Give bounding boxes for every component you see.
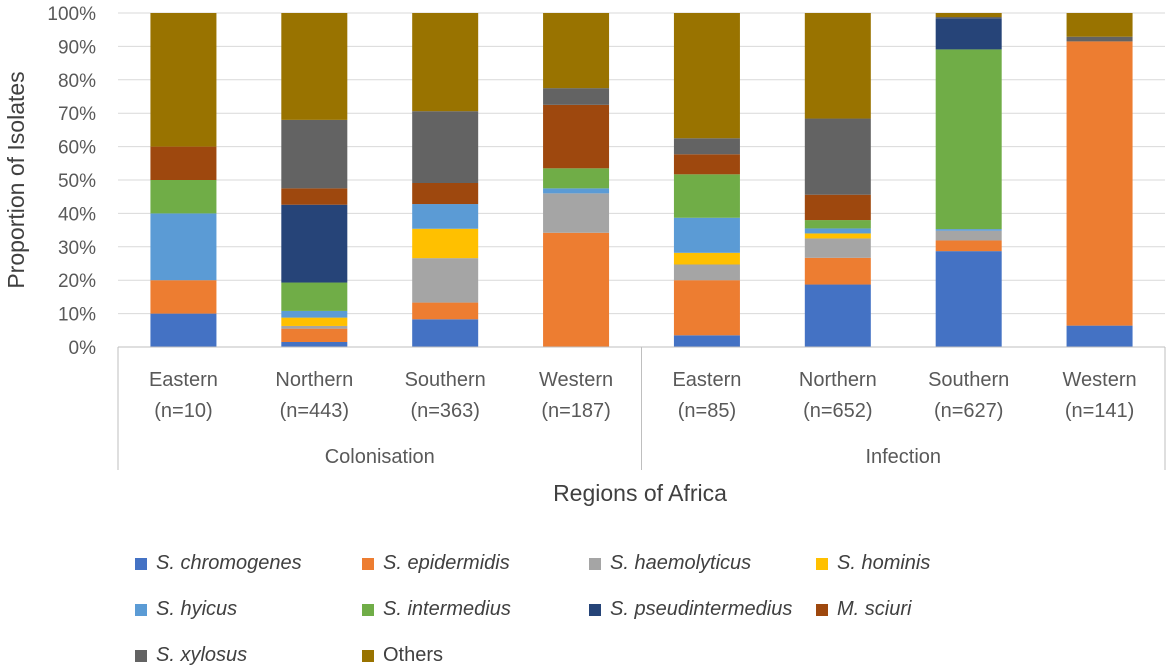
bar-segment bbox=[281, 317, 348, 326]
bar-segment bbox=[804, 238, 871, 258]
y-axis-title: Proportion of Isolates bbox=[3, 71, 29, 288]
y-tick-labels: 0% 10% 20% 30% 40% 50% 60% 70% 80% 90% 100% bbox=[47, 4, 96, 359]
bar-segment bbox=[412, 183, 479, 205]
bar-segment bbox=[150, 180, 217, 214]
bar-segment bbox=[412, 302, 479, 320]
y-tick-label: 60% bbox=[58, 138, 96, 159]
bar-segment bbox=[673, 217, 740, 253]
y-tick-label: 100% bbox=[47, 4, 96, 25]
bar-segment bbox=[804, 284, 871, 347]
bar-stacks bbox=[150, 13, 1133, 347]
category-n-label: (n=652) bbox=[803, 400, 873, 422]
bar-segment bbox=[412, 111, 479, 184]
bar-segment bbox=[1066, 41, 1133, 326]
y-gridlines bbox=[118, 12, 1165, 348]
bar-segment bbox=[543, 193, 610, 233]
y-tick-label: 50% bbox=[58, 171, 96, 192]
bar-segment bbox=[543, 13, 610, 89]
bar-segment bbox=[281, 204, 348, 283]
category-n-label: (n=627) bbox=[934, 400, 1004, 422]
category-n-label: (n=363) bbox=[410, 400, 480, 422]
category-region-label: Southern bbox=[928, 369, 1009, 391]
bar-segment bbox=[1066, 325, 1133, 347]
bar-segment bbox=[1066, 13, 1133, 37]
category-n-label: (n=10) bbox=[154, 400, 212, 422]
bar-segment bbox=[673, 264, 740, 281]
bar-segment bbox=[1066, 36, 1133, 42]
bar-segment bbox=[804, 220, 871, 229]
bar-segment bbox=[673, 280, 740, 336]
bar-segment bbox=[935, 18, 1002, 50]
bar-segment bbox=[935, 229, 1002, 231]
bar-segment bbox=[804, 118, 871, 195]
category-region-label: Western bbox=[539, 369, 613, 391]
bar-segment bbox=[804, 257, 871, 285]
y-tick-label: 70% bbox=[58, 104, 96, 125]
category-region-label: Northern bbox=[275, 369, 353, 391]
bar-segment bbox=[673, 13, 740, 139]
bar-segment bbox=[935, 13, 1002, 18]
bar-segment bbox=[281, 328, 348, 342]
bar-segment bbox=[935, 230, 1002, 241]
category-n-label: (n=443) bbox=[280, 400, 350, 422]
bar-segment bbox=[673, 252, 740, 265]
bar-segment bbox=[543, 168, 610, 189]
bar-segment bbox=[150, 213, 217, 281]
bar-segment bbox=[150, 146, 217, 180]
bar-segment bbox=[673, 154, 740, 175]
bar-segment bbox=[150, 280, 217, 314]
bar-segment bbox=[935, 240, 1002, 252]
bar-segment bbox=[412, 13, 479, 112]
bar-segment bbox=[804, 233, 871, 239]
bar-segment bbox=[412, 319, 479, 347]
bar-segment bbox=[935, 251, 1002, 347]
category-region-label: Southern bbox=[405, 369, 486, 391]
bar-segment bbox=[543, 188, 610, 194]
bar-segment bbox=[673, 174, 740, 218]
y-tick-label: 0% bbox=[69, 338, 97, 359]
bar-segment bbox=[412, 258, 479, 303]
category-region-label: Northern bbox=[799, 369, 877, 391]
bar-segment bbox=[281, 119, 348, 189]
bar-segment bbox=[281, 325, 348, 329]
bar-segment bbox=[935, 17, 1002, 19]
bar-segment bbox=[412, 204, 479, 229]
bar-segment bbox=[150, 13, 217, 147]
bar-segment bbox=[281, 13, 348, 120]
category-region-label: Eastern bbox=[672, 369, 741, 391]
category-labels: Eastern (n=10) Northern (n=443) Southern (n=3… bbox=[149, 369, 1137, 468]
y-tick-label: 20% bbox=[58, 271, 96, 292]
bar-segment bbox=[543, 104, 610, 169]
bar-segment bbox=[804, 228, 871, 234]
bar-segment bbox=[281, 341, 348, 347]
y-tick-label: 10% bbox=[58, 305, 96, 326]
category-axis-box bbox=[117, 346, 1166, 470]
bar-segment bbox=[281, 310, 348, 318]
category-region-label: Eastern bbox=[149, 369, 218, 391]
group-label: Colonisation bbox=[325, 446, 435, 468]
bar-segment bbox=[673, 138, 740, 155]
bar-segment bbox=[412, 228, 479, 259]
bar-segment bbox=[804, 13, 871, 119]
category-n-label: (n=85) bbox=[678, 400, 736, 422]
category-n-label: (n=141) bbox=[1065, 400, 1135, 422]
bar-segment bbox=[673, 335, 740, 347]
y-tick-label: 30% bbox=[58, 238, 96, 259]
category-region-label: Western bbox=[1063, 369, 1137, 391]
bar-segment bbox=[281, 282, 348, 311]
y-tick-label: 90% bbox=[58, 37, 96, 58]
group-label: Infection bbox=[865, 446, 941, 468]
y-tick-label: 40% bbox=[58, 204, 96, 225]
bar-segment bbox=[150, 313, 217, 347]
bar-segment bbox=[543, 232, 610, 347]
bar-segment bbox=[935, 49, 1002, 230]
category-n-label: (n=187) bbox=[541, 400, 611, 422]
x-axis-title: Regions of Africa bbox=[553, 480, 727, 506]
bar-segment bbox=[281, 188, 348, 205]
bar-segment bbox=[804, 194, 871, 221]
bar-segment bbox=[543, 88, 610, 105]
y-tick-label: 80% bbox=[58, 71, 96, 92]
